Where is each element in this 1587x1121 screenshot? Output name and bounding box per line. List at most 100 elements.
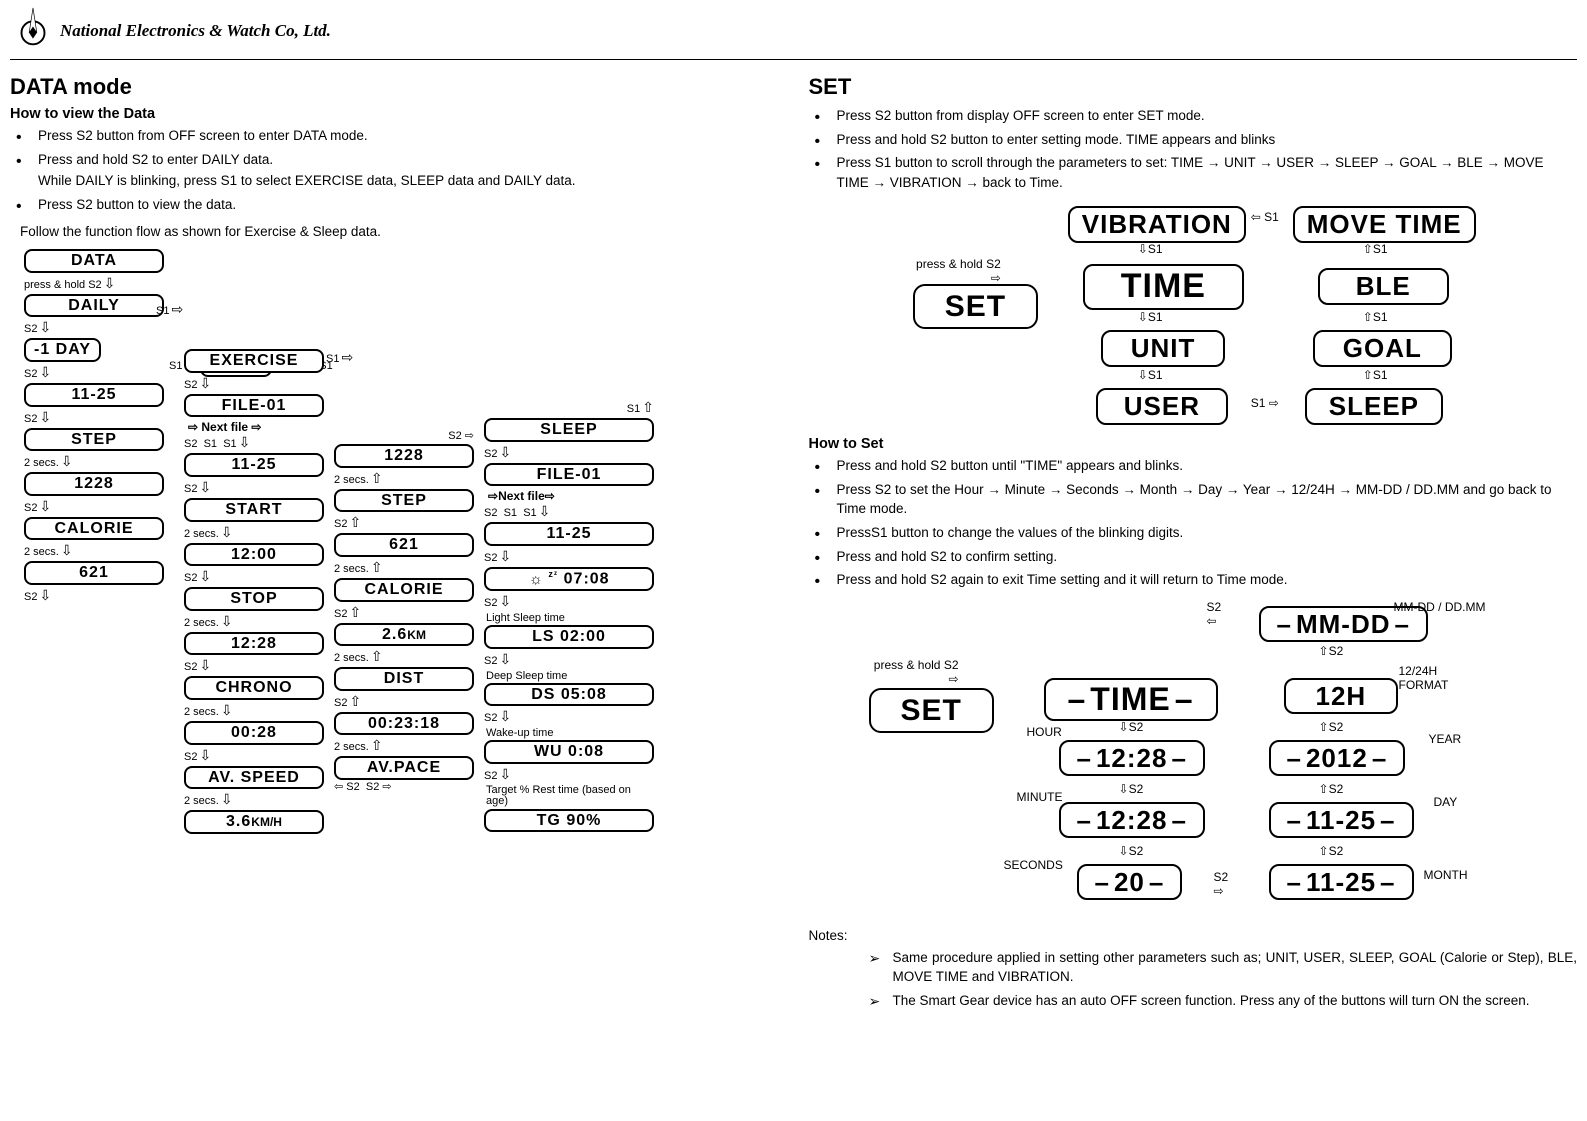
exercise-column-2: S2 ⇨ 1228 2 secs. STEP S2 621 2 secs. CA… <box>334 429 474 795</box>
s1-arrow-left: ⇦ S1 <box>1251 210 1279 224</box>
bullet-item: Press and hold S2 to enter DAILY data. W… <box>10 150 779 191</box>
data-mode-title: DATA mode <box>10 74 779 100</box>
lcd-sleep-date: 11-25 <box>484 522 654 546</box>
s2-arrow-down: ⇩S2 <box>1119 720 1144 734</box>
arrow-down-icon: S2 <box>484 708 654 725</box>
arrow-up-icon: S2 <box>334 604 474 621</box>
arrow-down-icon: S2 <box>184 479 324 496</box>
arrow-down-icon: S2 <box>484 593 654 610</box>
minute-caption: MINUTE <box>1017 790 1063 804</box>
lcd-wake: WU 0:08 <box>484 740 654 764</box>
lcd-12h: 12H <box>1284 678 1399 715</box>
s2-arrow-up: ⇧S2 <box>1319 720 1344 734</box>
arrow-down-icon: S2 <box>484 651 654 668</box>
arrow-down-icon: S2 <box>24 498 154 515</box>
two-column-layout: DATA mode How to view the Data Press S2 … <box>10 74 1577 1017</box>
lcd-calorie-label: CALORIE <box>24 517 164 541</box>
bullet-item: Press S1 button to scroll through the pa… <box>809 153 1578 192</box>
seconds-caption: SECONDS <box>1004 858 1063 872</box>
note-item: The Smart Gear device has an auto OFF sc… <box>869 992 1578 1011</box>
lcd-chrono-time: 00:28 <box>184 721 324 745</box>
s2-arrow-left: S2⇦ <box>1207 600 1222 628</box>
arrow-down-icon: 2 secs. <box>184 791 324 808</box>
bottom-s2-arrow: ⇦ S2 S2 ⇨ <box>334 780 474 793</box>
note-item: Same procedure applied in setting other … <box>869 949 1578 987</box>
how-to-view-subtitle: How to view the Data <box>10 106 779 122</box>
arrow-down-icon: S2 <box>24 364 154 381</box>
s2-arrow-down: ⇩S2 <box>1119 782 1144 796</box>
lcd-ble: BLE <box>1318 268 1449 305</box>
company-name: National Electronics & Watch Co, Ltd. <box>60 21 331 41</box>
bullet-item: PressS1 button to change the values of t… <box>809 523 1578 543</box>
lcd-time: TIME <box>1044 678 1218 721</box>
lcd-time: TIME <box>1083 264 1244 309</box>
lcd-goal: GOAL <box>1313 330 1452 367</box>
arrow-down-icon: S2 <box>184 568 324 585</box>
lcd-year: 2012 <box>1269 740 1406 777</box>
lcd-date: 11-25 <box>24 383 164 407</box>
bullet-item: Press and hold S2 button until "TIME" ap… <box>809 456 1578 476</box>
bullet-item: Press S2 button to view the data. <box>10 195 779 215</box>
lcd-pace-label: AV.PACE <box>334 756 474 780</box>
s2-arrow-right: S2⇨ <box>1214 870 1229 898</box>
page-header: National Electronics & Watch Co, Ltd. <box>10 0 1577 60</box>
arrow-down-icon: S2 <box>484 548 654 565</box>
lcd-day: 11-25 <box>1269 802 1414 839</box>
how-to-set-bullets: Press and hold S2 button until "TIME" ap… <box>809 456 1578 589</box>
arrow-down-icon: 2 secs. <box>184 702 324 719</box>
mmdd-caption: MM-DD / DD.MM <box>1394 600 1486 614</box>
arrow-down-icon: S2 <box>24 587 154 604</box>
arrow-down-icon: S2 <box>24 319 154 336</box>
lcd-file: FILE-01 <box>184 394 324 418</box>
arrow-down-icon: 2 secs. <box>24 453 154 470</box>
right-column: SET Press S2 button from display OFF scr… <box>809 74 1578 1017</box>
lcd-chrono: CHRONO <box>184 676 324 700</box>
sleep-column: S1 SLEEP S2 FILE-01 ⇨Next file⇨ S2 S1 S1… <box>484 399 654 832</box>
s2-arrow-up: ⇧S2 <box>1319 782 1344 796</box>
lcd-pace-value: 00:23:18 <box>334 712 474 736</box>
lcd-deep-sleep: DS 05:08 <box>484 683 654 707</box>
arrow-down-icon: S2 S1 S1 <box>184 434 324 451</box>
bullet-item: Press S2 button from display OFF screen … <box>809 106 1578 126</box>
target-caption: Target % Rest time (based on age) <box>486 785 654 808</box>
arrow-down-icon: S2 <box>184 375 324 392</box>
light-sleep-caption: Light Sleep time <box>486 612 654 624</box>
s1-arrow-down: ⇩S1 <box>1138 242 1163 256</box>
arrow-right-icon: S1 <box>326 353 353 365</box>
bullet-item: Press S2 button from OFF screen to enter… <box>10 126 779 146</box>
arrow-right-icon: S1 <box>156 305 183 317</box>
day-row: -1 DAY <box>24 338 154 362</box>
lcd-data: DATA <box>24 249 164 273</box>
arrow-down-icon: S2 <box>24 409 154 426</box>
lcd-unit: UNIT <box>1101 330 1226 367</box>
lcd-set: SET <box>913 284 1038 329</box>
arrow-down-icon: 2 secs. <box>184 524 324 541</box>
wake-caption: Wake-up time <box>486 727 654 739</box>
lcd-avspeed: AV. SPEED <box>184 766 324 790</box>
s2-arrow-up: ⇧S2 <box>1319 644 1344 658</box>
arrow-down-icon: S2 <box>484 766 654 783</box>
lcd-user: USER <box>1096 388 1228 425</box>
bullet-item: Press and hold S2 to confirm setting. <box>809 547 1578 567</box>
lcd-calorie-value: 621 <box>24 561 164 585</box>
notes-list: Same procedure applied in setting other … <box>869 949 1578 1012</box>
s1-arrow-right: S1 ⇨ <box>1251 396 1279 410</box>
lcd-sleep-total: zᶻ 07:08 <box>484 567 654 591</box>
lcd-exercise: EXERCISE <box>184 349 324 373</box>
arrow-down-icon: S2 <box>184 747 324 764</box>
lcd-minus1day: -1 DAY <box>24 338 101 362</box>
lcd-dist-label: DIST <box>334 667 474 691</box>
bullet-item: Press and hold S2 again to exit Time set… <box>809 570 1578 590</box>
hour-caption: HOUR <box>1027 725 1062 739</box>
how-to-set-subtitle: How to Set <box>809 436 1578 452</box>
lcd-step-value2: 1228 <box>334 444 474 468</box>
lcd-light-sleep: LS 02:00 <box>484 625 654 649</box>
h12-caption: 12/24H FORMAT <box>1399 664 1489 692</box>
daily-s1-arrow: S1 <box>156 301 183 318</box>
lcd-movetime: MOVE TIME <box>1293 206 1476 243</box>
deep-sleep-caption: Deep Sleep time <box>486 670 654 682</box>
s1-arrow-down: ⇩S1 <box>1138 368 1163 382</box>
data-flow-diagram: DATA press & hold S2 DAILY S2 -1 DAY S2 … <box>24 249 664 839</box>
bullet-subtext: While DAILY is blinking, press S1 to sel… <box>38 171 779 191</box>
arrow-up-icon: S2 <box>334 514 474 531</box>
